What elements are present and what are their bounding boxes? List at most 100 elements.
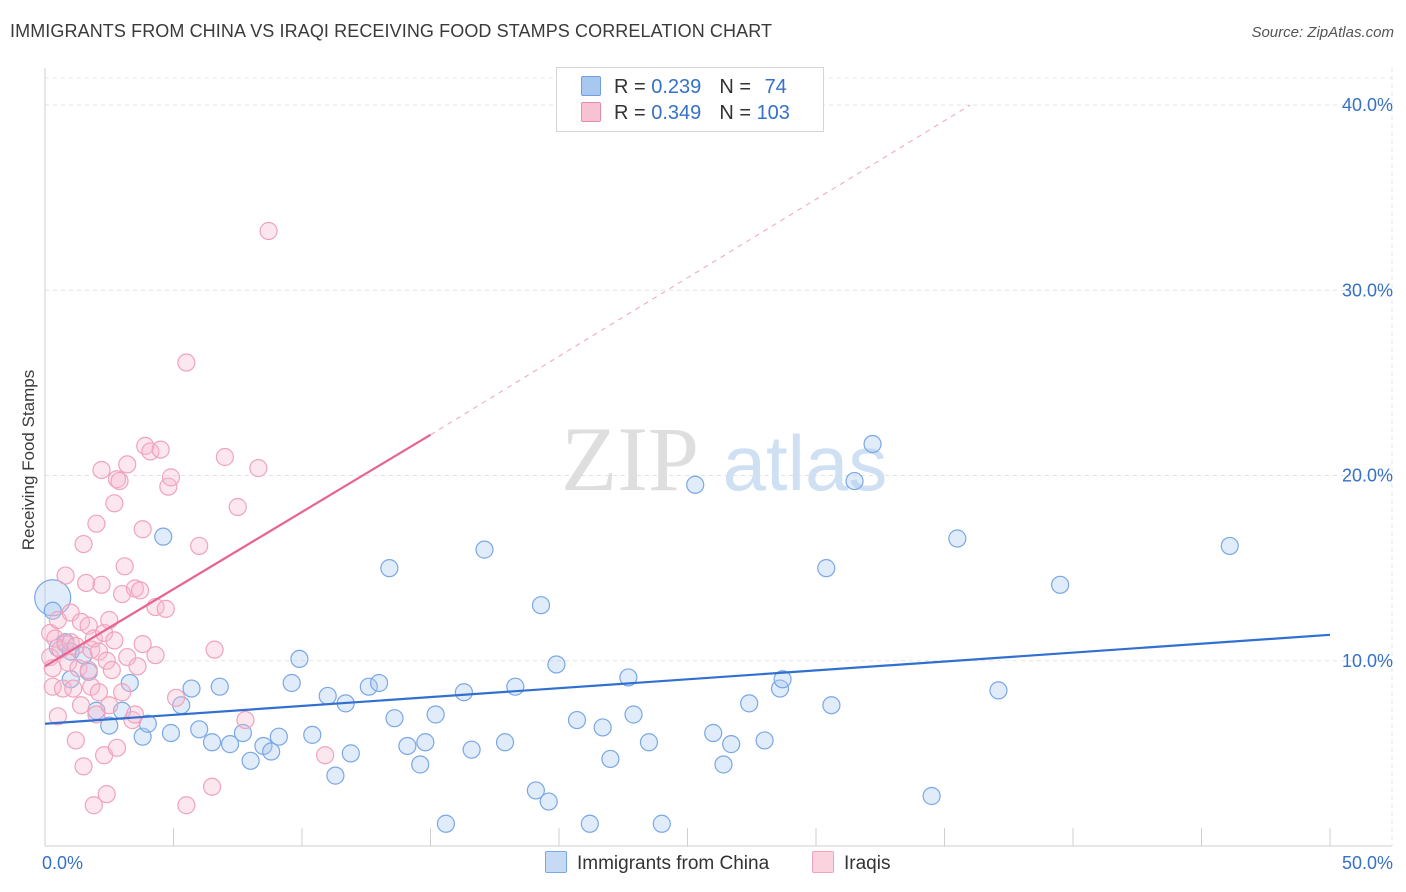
- china-point: [318, 686, 337, 706]
- iraqi-point: [56, 566, 75, 585]
- china-point: [863, 434, 882, 454]
- iraqi-point: [215, 447, 234, 467]
- china-point: [526, 781, 545, 800]
- iraqi-point: [100, 610, 119, 630]
- iraqi-point: [166, 688, 186, 707]
- china-point: [341, 744, 360, 763]
- china-point: [652, 814, 671, 833]
- china-point: [182, 679, 201, 698]
- china-point: [755, 731, 774, 750]
- iraqi-point: [87, 514, 106, 533]
- china-point: [822, 696, 841, 715]
- china-point: [202, 733, 222, 752]
- legend-r-label: R =: [614, 76, 652, 98]
- gridlines: [45, 68, 1393, 846]
- china-point: [714, 755, 733, 774]
- iraqi-point: [133, 520, 152, 539]
- iraqi-point: [156, 599, 175, 618]
- china-point: [1051, 575, 1070, 594]
- iraqi-point: [202, 777, 222, 796]
- y-tick-label: 40.0%: [1342, 95, 1393, 115]
- china-point: [948, 529, 967, 548]
- bottom-legend-iraqis[interactable]: Iraqis: [812, 851, 890, 875]
- iraqi-point: [105, 631, 124, 650]
- china-point: [380, 559, 399, 578]
- china-point: [241, 751, 260, 770]
- iraqi-point: [177, 353, 196, 372]
- iraqi-trend-extension: [430, 104, 971, 436]
- china-point: [539, 792, 558, 811]
- bottom-legend-china[interactable]: Immigrants from China: [545, 851, 769, 875]
- china-point: [190, 720, 209, 739]
- china-point: [326, 766, 345, 785]
- china-point: [773, 670, 792, 689]
- iraqi-point: [228, 497, 247, 517]
- chart-title: IMMIGRANTS FROM CHINA VS IRAQI RECEIVING…: [10, 21, 773, 41]
- china-point: [262, 742, 281, 761]
- source-credit: Source: ZipAtlas.com: [1251, 24, 1394, 41]
- china-point: [269, 727, 288, 746]
- iraqi-point: [107, 738, 127, 757]
- iraqi-point: [146, 646, 165, 665]
- iraqi-point: [64, 679, 83, 698]
- china-point: [817, 559, 836, 578]
- china-point: [436, 814, 456, 833]
- legend-n-value: 103: [756, 102, 790, 124]
- legend-swatch-iraqis: [581, 102, 601, 122]
- iraqi-point: [115, 557, 134, 576]
- legend-n-label: N =: [719, 102, 757, 124]
- china-point: [34, 579, 72, 617]
- china-point: [138, 714, 157, 733]
- watermark-atlas: atlas: [723, 419, 888, 507]
- iraqi-point: [118, 455, 137, 474]
- legend-swatch-china: [581, 76, 601, 96]
- legend-n-value: 74: [764, 76, 787, 98]
- iraqi-point: [190, 536, 209, 556]
- iraqi-point: [92, 460, 111, 480]
- iraqi-point: [66, 731, 85, 750]
- china-point: [1220, 536, 1239, 556]
- y-axis-label: Receiving Food Stamps: [19, 369, 38, 551]
- china-point: [120, 673, 139, 693]
- iraqi-point: [46, 629, 65, 648]
- china-point: [639, 733, 659, 752]
- axes: [44, 68, 1392, 847]
- china-point: [411, 755, 430, 774]
- china-point: [593, 718, 612, 737]
- china-point: [601, 749, 620, 769]
- china-point: [475, 540, 494, 559]
- iraqi-point: [236, 710, 255, 730]
- iraqi-point: [161, 468, 181, 487]
- legend-r-value: 0.349: [651, 102, 702, 124]
- china-point: [686, 475, 705, 494]
- iraqi-point: [87, 705, 106, 724]
- china-point: [385, 709, 404, 728]
- legend-r-value: 0.239: [651, 76, 702, 98]
- iraqi-point: [89, 683, 109, 702]
- iraqi-point: [125, 705, 145, 724]
- y-tick-label: 20.0%: [1342, 466, 1393, 486]
- iraqi-point: [249, 459, 268, 478]
- bottom-swatch-china: [545, 851, 567, 873]
- iraqi-point: [92, 575, 111, 594]
- iraqi-point: [130, 581, 150, 600]
- legend-row-china: R = 0.239 N = 74: [581, 76, 787, 100]
- iraqi-point: [118, 647, 137, 667]
- x-tick-label: 50.0%: [1342, 853, 1393, 873]
- iraqi-point: [151, 440, 170, 459]
- china-point: [161, 723, 181, 743]
- china-point: [624, 705, 643, 724]
- china-point: [220, 735, 240, 754]
- iraqi-point: [102, 660, 121, 680]
- china-point: [210, 677, 229, 696]
- iraqi-point: [100, 696, 119, 715]
- legend-n-label: N =: [719, 76, 757, 98]
- iraqi-point: [128, 657, 147, 676]
- china-point: [359, 677, 378, 696]
- china-point: [43, 601, 62, 620]
- iraqi-point: [84, 796, 103, 815]
- china-point: [282, 673, 301, 693]
- y-tick-label: 30.0%: [1342, 280, 1393, 300]
- china-point: [922, 786, 941, 806]
